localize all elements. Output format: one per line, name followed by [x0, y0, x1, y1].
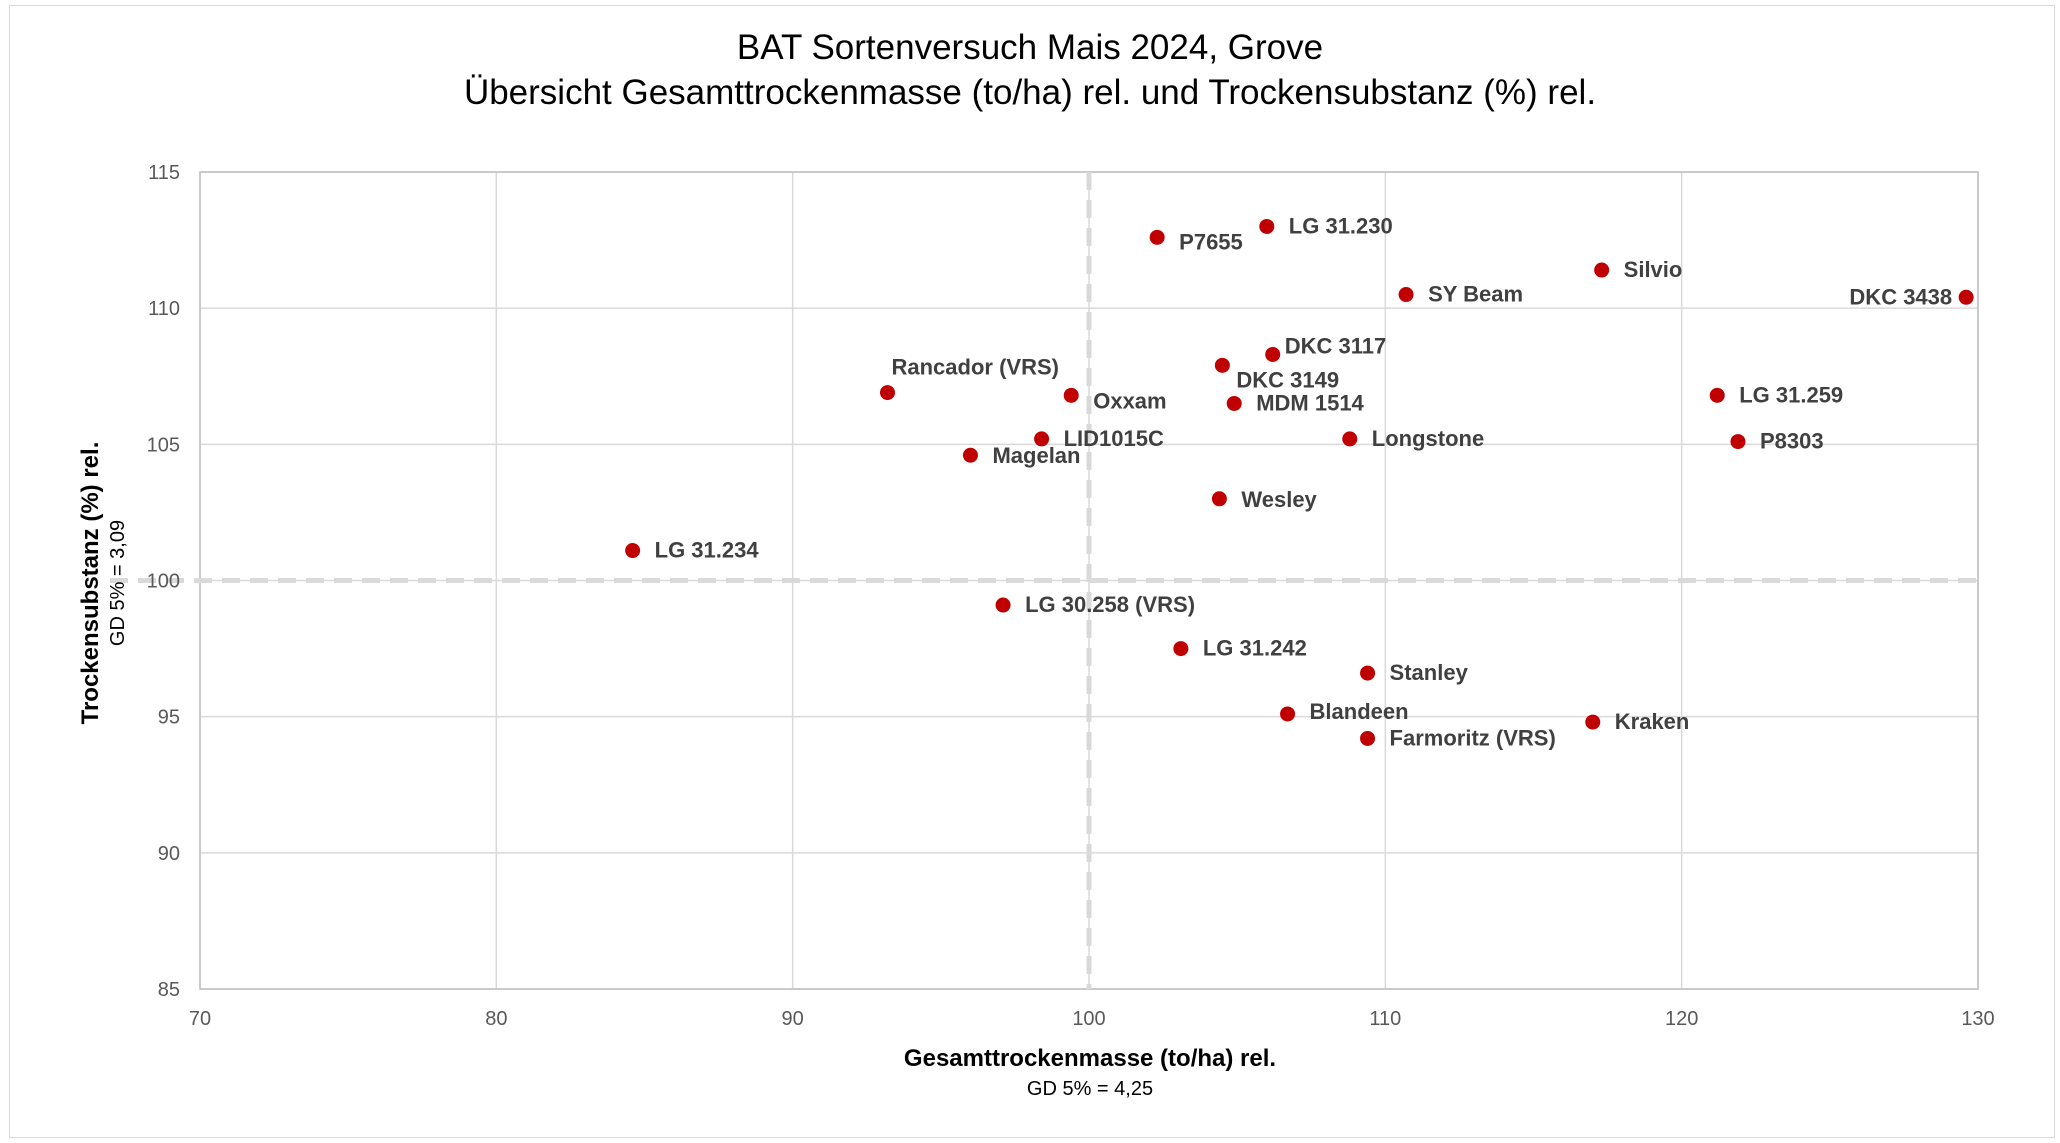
- data-label: Magelan: [992, 443, 1080, 468]
- data-point: [1398, 287, 1414, 303]
- x-tick-label: 80: [485, 1008, 507, 1030]
- x-tick-label: 110: [1369, 1008, 1401, 1030]
- data-label: Kraken: [1615, 709, 1690, 734]
- data-point: [1594, 262, 1610, 278]
- data-label: DKC 3149: [1236, 367, 1339, 392]
- data-label: Rancador (VRS): [891, 355, 1058, 380]
- data-labels: P7655 LG 31.230 Silvio SY Beam DKC 3438 DKC 3…: [655, 213, 1953, 750]
- data-label: MDM 1514: [1256, 390, 1364, 415]
- y-axis-title: Trockensubstanz (%) rel.: [77, 442, 104, 725]
- data-point: [1360, 665, 1376, 681]
- y-axis-note: GD 5% = 3,09: [107, 520, 129, 646]
- data-label: Stanley: [1390, 660, 1469, 685]
- data-label: LG 31.242: [1203, 636, 1307, 661]
- y-tick-label: 105: [147, 434, 180, 456]
- data-label: Blandeen: [1310, 699, 1409, 724]
- data-label: LID1015C: [1064, 426, 1164, 451]
- data-label: P8303: [1760, 429, 1824, 454]
- y-tick-label: 100: [147, 571, 180, 593]
- x-tick-label: 70: [189, 1008, 211, 1030]
- x-tick-label: 130: [1961, 1008, 1994, 1030]
- data-point: [995, 597, 1011, 613]
- data-point: [1214, 357, 1230, 373]
- data-point: [1585, 714, 1601, 730]
- data-point: [1342, 431, 1358, 447]
- data-label: LG 31.230: [1289, 213, 1393, 238]
- data-label: Oxxam: [1093, 388, 1166, 413]
- data-label: DKC 3117: [1285, 333, 1387, 358]
- data-label: LG 31.259: [1739, 382, 1843, 407]
- data-point: [1173, 641, 1189, 657]
- data-label: Silvio: [1624, 257, 1683, 282]
- data-point: [1360, 730, 1376, 746]
- y-tick-label: 110: [148, 298, 180, 320]
- data-points: [625, 218, 1974, 746]
- data-point: [1265, 346, 1281, 362]
- data-label: P7655: [1179, 229, 1243, 254]
- data-label: LG 30.258 (VRS): [1025, 592, 1195, 617]
- x-tick-label: 90: [782, 1008, 804, 1030]
- data-label: LG 31.234: [655, 538, 760, 563]
- data-point: [1149, 229, 1165, 245]
- y-tick-label: 85: [158, 979, 180, 1001]
- chart-frame: [9, 5, 2055, 1138]
- data-point: [1226, 395, 1242, 411]
- data-point: [1730, 434, 1746, 450]
- data-label: DKC 3438: [1849, 284, 1952, 309]
- data-point: [1259, 218, 1275, 234]
- data-label: SY Beam: [1428, 282, 1523, 307]
- x-tick-label: 120: [1665, 1008, 1698, 1030]
- data-point: [1280, 706, 1296, 722]
- y-tick-label: 90: [158, 843, 180, 865]
- axis-ticks: 70 80 90 100 110 120 130 85 90 95 100 105 110 115: [147, 162, 1995, 1030]
- data-label: Farmoritz (VRS): [1390, 725, 1556, 750]
- data-label: Wesley: [1241, 487, 1317, 512]
- x-tick-label: 100: [1072, 1008, 1105, 1030]
- data-point: [879, 385, 895, 401]
- chart-subtitle: Übersicht Gesamttrockenmasse (to/ha) rel…: [464, 73, 1596, 112]
- data-point: [962, 447, 978, 463]
- data-label: Longstone: [1372, 426, 1484, 451]
- data-point: [625, 543, 641, 559]
- data-point: [1211, 491, 1227, 507]
- y-tick-label: 115: [148, 162, 180, 184]
- chart-title: BAT Sortenversuch Mais 2024, Grove: [737, 28, 1323, 67]
- y-tick-label: 95: [158, 707, 180, 729]
- x-axis-note: GD 5% = 4,25: [1027, 1078, 1153, 1100]
- data-point: [1034, 431, 1050, 447]
- data-point: [1709, 387, 1725, 403]
- data-point: [1063, 387, 1079, 403]
- reference-lines: [110, 172, 1978, 989]
- data-point: [1958, 289, 1974, 305]
- x-axis-title: Gesamttrockenmasse (to/ha) rel.: [904, 1045, 1276, 1072]
